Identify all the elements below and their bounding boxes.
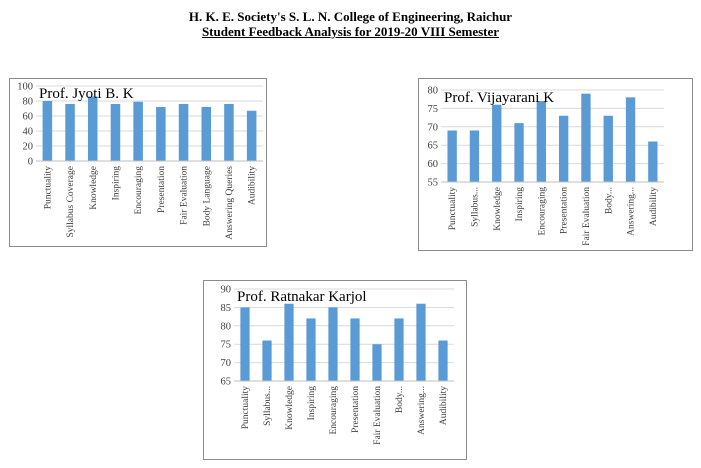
chart-title: Prof. Jyoti B. K: [39, 86, 134, 102]
x-tick-label: Fair Evaluation: [373, 386, 383, 445]
bar: [156, 107, 166, 161]
y-tick-label: 75: [221, 340, 232, 351]
chart-vijayarani: 55 60 65 70 75 80 Punctuality Syllabus... Knowle…: [428, 86, 664, 246]
y-tick-label: 70: [428, 122, 439, 133]
y-tick-label: 100: [17, 82, 33, 93]
bar: [514, 123, 524, 182]
chart-jyoti: 0 20 40 60 80 100 Punctuality Syllabus Coverage…: [17, 82, 263, 240]
bar: [447, 130, 457, 182]
bar: [328, 307, 338, 381]
bar: [284, 303, 294, 381]
bar: [603, 115, 613, 182]
bar: [536, 101, 547, 182]
x-tick-label: Audibility: [439, 386, 449, 425]
x-tick-label: Presentation: [157, 166, 167, 213]
bar: [625, 97, 636, 182]
x-tick-label: Knowledge: [493, 187, 503, 231]
x-tick-label: Punctuality: [448, 187, 458, 231]
chart-jyoti-panel: 0 20 40 60 80 100 Punctuality Syllabus Coverage…: [9, 78, 267, 247]
y-tick-label: 65: [221, 377, 232, 388]
x-tick-label: Inspiring: [515, 187, 525, 222]
x-tick-label: Punctuality: [241, 386, 251, 430]
bar: [306, 318, 316, 381]
x-tick-label: Answering...: [627, 187, 637, 236]
y-tick-label: 55: [428, 178, 439, 189]
chart-vijayarani-panel: 55 60 65 70 75 80 Punctuality Syllabus... Knowle…: [418, 78, 693, 251]
bar: [65, 104, 75, 161]
bar: [558, 115, 569, 182]
x-tick-label: Encouraging: [537, 187, 547, 236]
y-tick-label: 65: [428, 141, 439, 152]
y-tick-label: 0: [28, 157, 33, 168]
y-tick-label: 80: [221, 321, 232, 332]
bar: [581, 93, 591, 182]
y-tick-label: 80: [23, 97, 34, 108]
x-tick-label: Fair Evaluation: [582, 187, 592, 246]
bar: [246, 110, 257, 161]
bar: [438, 340, 448, 381]
bar: [240, 307, 250, 381]
bar: [87, 96, 98, 161]
bar: [469, 130, 480, 182]
y-tick-label: 70: [221, 358, 232, 369]
y-tick-label: 20: [23, 142, 34, 153]
x-tick-label: Audibility: [649, 187, 659, 226]
x-tick-label: Inspiring: [307, 386, 317, 421]
y-tick-label: 80: [428, 86, 439, 97]
bar: [372, 344, 382, 381]
chart-title: Prof. Vijayarani K: [444, 90, 554, 106]
y-tick-label: 75: [428, 104, 439, 115]
x-tick-label: Knowledge: [285, 386, 295, 430]
bar: [178, 104, 189, 161]
x-tick-label: Audibility: [248, 166, 258, 205]
chart-karjol: 65 70 75 80 85 90 Punctuality Syllabus... Knowle…: [221, 285, 454, 445]
bar: [224, 104, 234, 161]
bar: [262, 340, 272, 381]
bar: [110, 104, 121, 161]
bar: [42, 101, 53, 161]
x-tick-label: Punctuality: [43, 166, 53, 210]
x-tick-label: Presentation: [351, 386, 361, 433]
y-tick-label: 60: [428, 159, 439, 170]
x-tick-label: Body...: [604, 187, 614, 214]
x-tick-label: Inspiring: [111, 166, 121, 201]
y-tick-label: 85: [221, 303, 232, 314]
x-tick-label: Encouraging: [134, 166, 144, 215]
y-tick-label: 60: [23, 112, 34, 123]
college-heading: H. K. E. Society's S. L. N. College of E…: [188, 9, 513, 24]
x-tick-label: Answering...: [417, 386, 427, 435]
bar: [648, 141, 658, 182]
bar: [416, 303, 426, 381]
chart-title: Prof. Ratnakar Karjol: [237, 289, 367, 305]
bar: [492, 104, 502, 182]
x-tick-label: Syllabus Coverage: [66, 166, 76, 238]
x-tick-label: Fair Evaluation: [180, 166, 190, 225]
x-tick-label: Body...: [395, 386, 405, 413]
x-tick-label: Answering Queries: [225, 166, 235, 240]
x-tick-label: Syllabus...: [470, 187, 480, 227]
report-subheading: Student Feedback Analysis for 2019-20 VI…: [201, 24, 500, 39]
x-tick-label: Syllabus...: [263, 386, 273, 426]
x-tick-label: Body Language: [202, 166, 212, 226]
bar: [133, 101, 143, 161]
x-tick-label: Presentation: [560, 187, 570, 234]
bar: [350, 318, 360, 381]
y-tick-label: 90: [221, 285, 232, 296]
chart-karjol-panel: 65 70 75 80 85 90 Punctuality Syllabus... Knowle…: [203, 280, 467, 460]
y-tick-label: 40: [23, 127, 34, 138]
bar: [201, 107, 212, 161]
bar: [394, 318, 404, 381]
x-tick-label: Knowledge: [89, 166, 99, 210]
x-tick-label: Encouraging: [329, 386, 339, 435]
